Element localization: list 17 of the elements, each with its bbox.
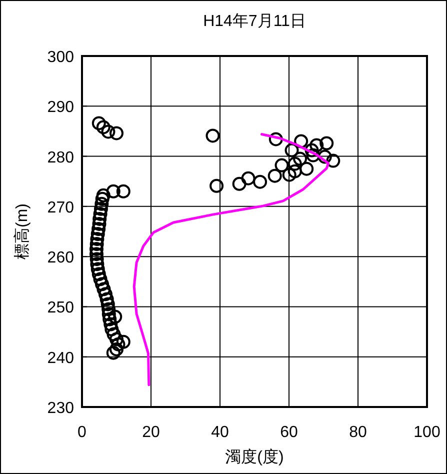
y-axis-title: 標高(m) (13, 204, 31, 260)
y-tick-label: 230 (47, 400, 74, 417)
x-tick-label: 100 (414, 424, 440, 441)
y-tick-label: 290 (47, 99, 74, 116)
x-tick-label: 0 (78, 424, 87, 441)
y-tick-label: 240 (47, 350, 74, 367)
y-tick-label: 280 (47, 149, 74, 166)
x-tick-label: 20 (142, 424, 160, 441)
y-tick-label: 250 (47, 300, 74, 317)
x-tick-label: 40 (211, 424, 229, 441)
x-axis-title: 濁度(度) (225, 448, 284, 466)
y-tick-label: 260 (47, 250, 74, 267)
y-tick-label: 270 (47, 199, 74, 216)
x-tick-label: 80 (349, 424, 367, 441)
chart-title: H14年7月11日 (203, 13, 306, 30)
x-tick-label: 60 (280, 424, 298, 441)
y-tick-label: 300 (47, 49, 74, 66)
